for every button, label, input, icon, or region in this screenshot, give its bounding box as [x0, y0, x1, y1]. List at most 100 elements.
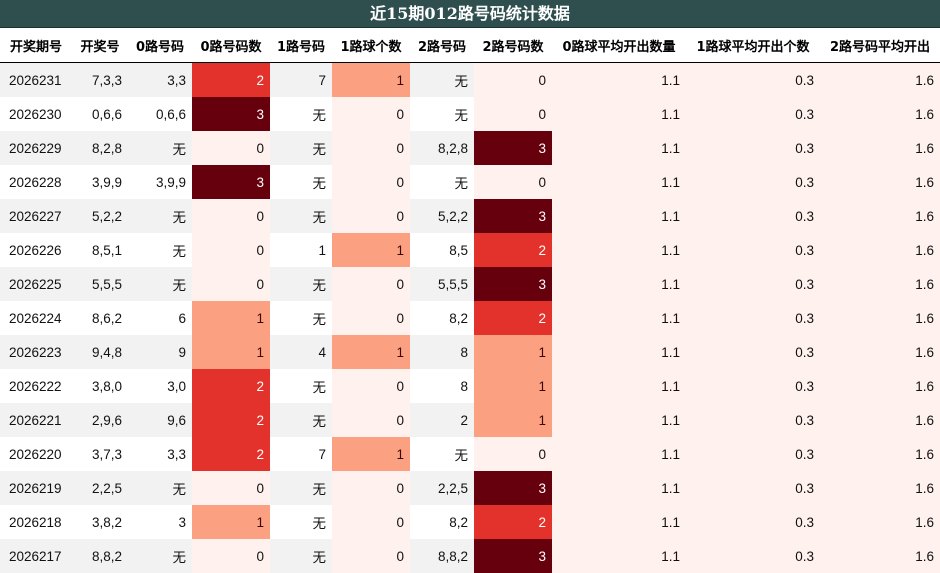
cell-road2-count: 0 [474, 437, 552, 471]
cell-avg-road2: 1.6 [820, 505, 940, 539]
cell-avg-road2: 1.6 [820, 369, 940, 403]
cell-road0-count: 1 [192, 335, 270, 369]
cell-road1-count: 1 [332, 233, 410, 267]
cell-road0: 3,3 [128, 437, 192, 471]
cell-avg-road0: 1.1 [552, 437, 686, 471]
cell-avg-road0: 1.1 [552, 335, 686, 369]
cell-issue: 2026224 [0, 301, 72, 335]
header-road2: 2路号码 [410, 28, 474, 63]
cell-road0-count: 2 [192, 437, 270, 471]
cell-road0: 无 [128, 199, 192, 233]
cell-issue: 2026217 [0, 539, 72, 573]
cell-avg-road1: 0.3 [686, 233, 820, 267]
cell-road2-count: 3 [474, 539, 552, 573]
cell-number: 3,8,0 [72, 369, 128, 403]
cell-road2-count: 3 [474, 471, 552, 505]
cell-road1-count: 0 [332, 471, 410, 505]
header-issue: 开奖期号 [0, 28, 72, 63]
cell-road1-count: 0 [332, 131, 410, 165]
cell-avg-road0: 1.1 [552, 131, 686, 165]
cell-avg-road1: 0.3 [686, 539, 820, 573]
cell-road2: 8,2,8 [410, 131, 474, 165]
cell-road0-count: 2 [192, 63, 270, 98]
cell-number: 7,3,3 [72, 63, 128, 98]
cell-number: 2,2,5 [72, 471, 128, 505]
cell-road0-count: 0 [192, 233, 270, 267]
cell-road2-count: 2 [474, 233, 552, 267]
cell-number: 8,6,2 [72, 301, 128, 335]
cell-number: 2,9,6 [72, 403, 128, 437]
cell-road2: 5,5,5 [410, 267, 474, 301]
cell-road2: 无 [410, 165, 474, 199]
cell-avg-road2: 1.6 [820, 301, 940, 335]
cell-number: 0,6,6 [72, 97, 128, 131]
cell-road1: 7 [270, 437, 332, 471]
cell-road0: 6 [128, 301, 192, 335]
cell-road1: 无 [270, 199, 332, 233]
cell-avg-road1: 0.3 [686, 301, 820, 335]
cell-avg-road0: 1.1 [552, 97, 686, 131]
cell-road1-count: 0 [332, 267, 410, 301]
cell-road1: 无 [270, 97, 332, 131]
cell-road2-count: 0 [474, 63, 552, 98]
cell-number: 8,8,2 [72, 539, 128, 573]
cell-road1-count: 0 [332, 539, 410, 573]
cell-road0-count: 0 [192, 199, 270, 233]
cell-road2-count: 2 [474, 301, 552, 335]
cell-road1: 无 [270, 505, 332, 539]
cell-road1-count: 1 [332, 63, 410, 98]
cell-road1-count: 0 [332, 505, 410, 539]
cell-road0: 9 [128, 335, 192, 369]
cell-avg-road1: 0.3 [686, 199, 820, 233]
cell-road2: 8,2 [410, 301, 474, 335]
cell-avg-road0: 1.1 [552, 233, 686, 267]
cell-number: 8,2,8 [72, 131, 128, 165]
header-road0: 0路号码 [128, 28, 192, 63]
cell-road2-count: 3 [474, 199, 552, 233]
cell-road2-count: 3 [474, 131, 552, 165]
cell-avg-road0: 1.1 [552, 199, 686, 233]
cell-road1-count: 0 [332, 199, 410, 233]
cell-avg-road2: 1.6 [820, 539, 940, 573]
cell-road2: 无 [410, 63, 474, 98]
cell-road0-count: 1 [192, 301, 270, 335]
cell-issue: 2026230 [0, 97, 72, 131]
cell-avg-road2: 1.6 [820, 63, 940, 98]
cell-avg-road1: 0.3 [686, 369, 820, 403]
cell-road1: 无 [270, 539, 332, 573]
cell-number: 5,5,5 [72, 267, 128, 301]
cell-road1: 无 [270, 471, 332, 505]
cell-road2: 5,2,2 [410, 199, 474, 233]
cell-avg-road1: 0.3 [686, 97, 820, 131]
cell-number: 9,4,8 [72, 335, 128, 369]
cell-road0-count: 3 [192, 97, 270, 131]
cell-issue: 2026225 [0, 267, 72, 301]
cell-road2: 2 [410, 403, 474, 437]
cell-road0-count: 0 [192, 131, 270, 165]
header-road1-count: 1路球个数 [332, 28, 410, 63]
cell-avg-road0: 1.1 [552, 403, 686, 437]
cell-avg-road1: 0.3 [686, 403, 820, 437]
cell-road0-count: 0 [192, 471, 270, 505]
cell-avg-road0: 1.1 [552, 267, 686, 301]
cell-road2: 8,2 [410, 505, 474, 539]
cell-avg-road1: 0.3 [686, 471, 820, 505]
cell-road2-count: 0 [474, 97, 552, 131]
cell-avg-road2: 1.6 [820, 131, 940, 165]
cell-avg-road0: 1.1 [552, 505, 686, 539]
cell-road2-count: 2 [474, 505, 552, 539]
cell-road0: 无 [128, 539, 192, 573]
cell-issue: 2026226 [0, 233, 72, 267]
cell-road1: 无 [270, 369, 332, 403]
cell-road0: 3 [128, 505, 192, 539]
